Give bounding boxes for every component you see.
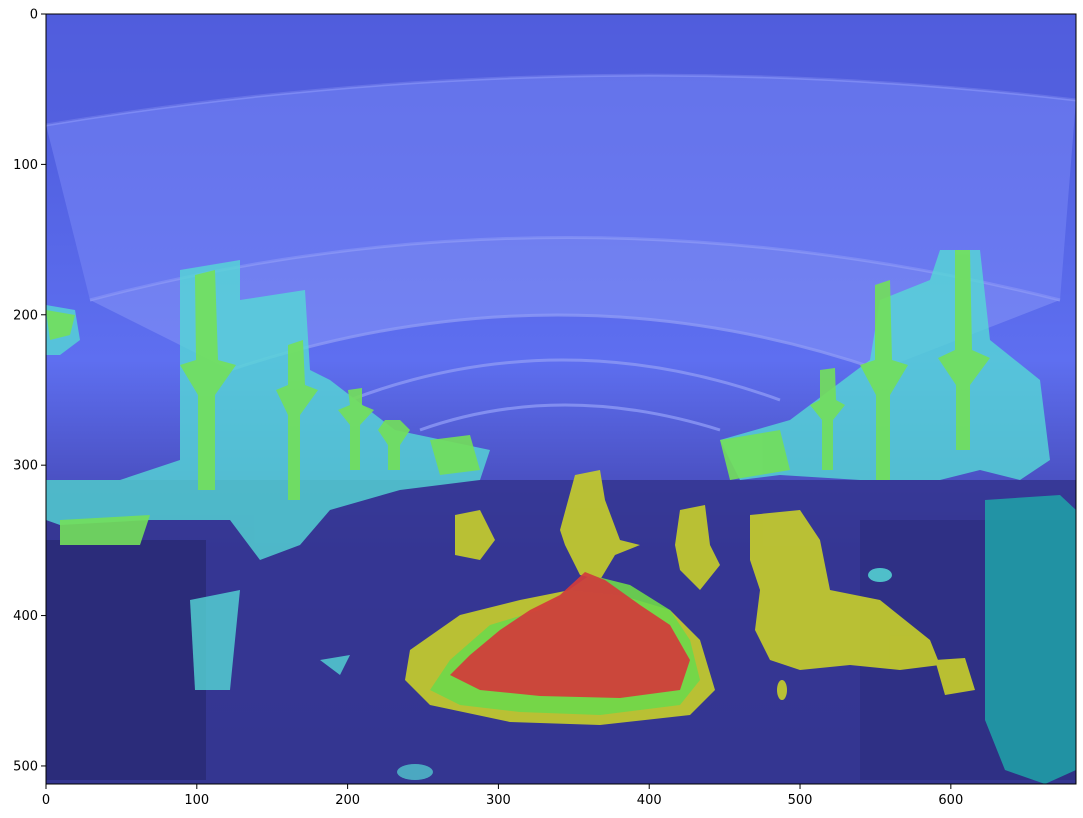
x-tick-label: 100 xyxy=(184,793,209,808)
x-tick-label: 200 xyxy=(335,793,360,808)
teal-column xyxy=(985,495,1076,784)
x-tick-label: 300 xyxy=(486,793,511,808)
left-storefront xyxy=(46,540,206,780)
roof-mid xyxy=(46,75,1076,300)
y-tick-label: 400 xyxy=(13,609,38,624)
green-pylons xyxy=(46,250,990,545)
small-blobs xyxy=(397,568,892,780)
red-hotspot xyxy=(450,572,690,698)
y-tick-label: 100 xyxy=(13,158,38,173)
x-tick-label: 500 xyxy=(788,793,813,808)
y-tick-label: 0 xyxy=(30,8,38,23)
x-tick-label: 600 xyxy=(938,793,963,808)
y-axis: 0 100 200 300 400 500 xyxy=(13,8,46,774)
y-tick-label: 200 xyxy=(13,308,38,323)
y-tick-label: 500 xyxy=(13,759,38,774)
x-axis: 0 100 200 300 400 500 600 xyxy=(42,784,963,808)
x-tick-label: 400 xyxy=(637,793,662,808)
x-tick-label: 0 xyxy=(42,793,50,808)
y-tick-label: 300 xyxy=(13,459,38,474)
roof-low xyxy=(90,237,1060,370)
overlay-image xyxy=(46,14,1076,784)
plot-frame xyxy=(45,13,1077,785)
roof-top xyxy=(46,14,1076,125)
